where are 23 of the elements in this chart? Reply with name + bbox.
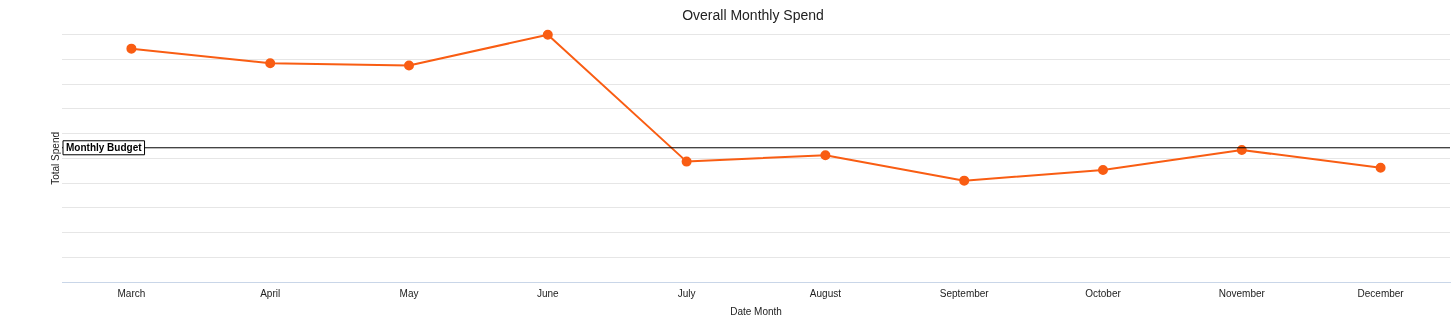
x-tick-label: March — [117, 287, 146, 299]
chart-title: Overall Monthly Spend — [682, 7, 824, 24]
y-axis-title: Total Spend — [49, 131, 61, 185]
x-tick-label: June — [536, 287, 560, 299]
point — [126, 43, 137, 54]
x-tick-label: May — [399, 287, 419, 299]
x-tick-label: October — [1085, 287, 1122, 299]
point — [265, 58, 276, 69]
point — [820, 150, 831, 161]
x-tick-label: August — [809, 287, 842, 299]
point — [681, 156, 692, 167]
x-tick-label: December — [1357, 287, 1405, 299]
point — [404, 60, 414, 71]
point — [1375, 162, 1386, 173]
x-tick-label: April — [260, 287, 281, 299]
point — [542, 29, 553, 40]
x-tick-label: July — [677, 287, 696, 299]
x-tick-label: September — [939, 287, 990, 299]
x-axis-title: Date Month — [730, 305, 782, 317]
point — [959, 175, 970, 186]
ref-line-label: Monthly Budget — [66, 141, 143, 153]
point — [1098, 165, 1108, 176]
x-tick-label: November — [1218, 287, 1266, 299]
